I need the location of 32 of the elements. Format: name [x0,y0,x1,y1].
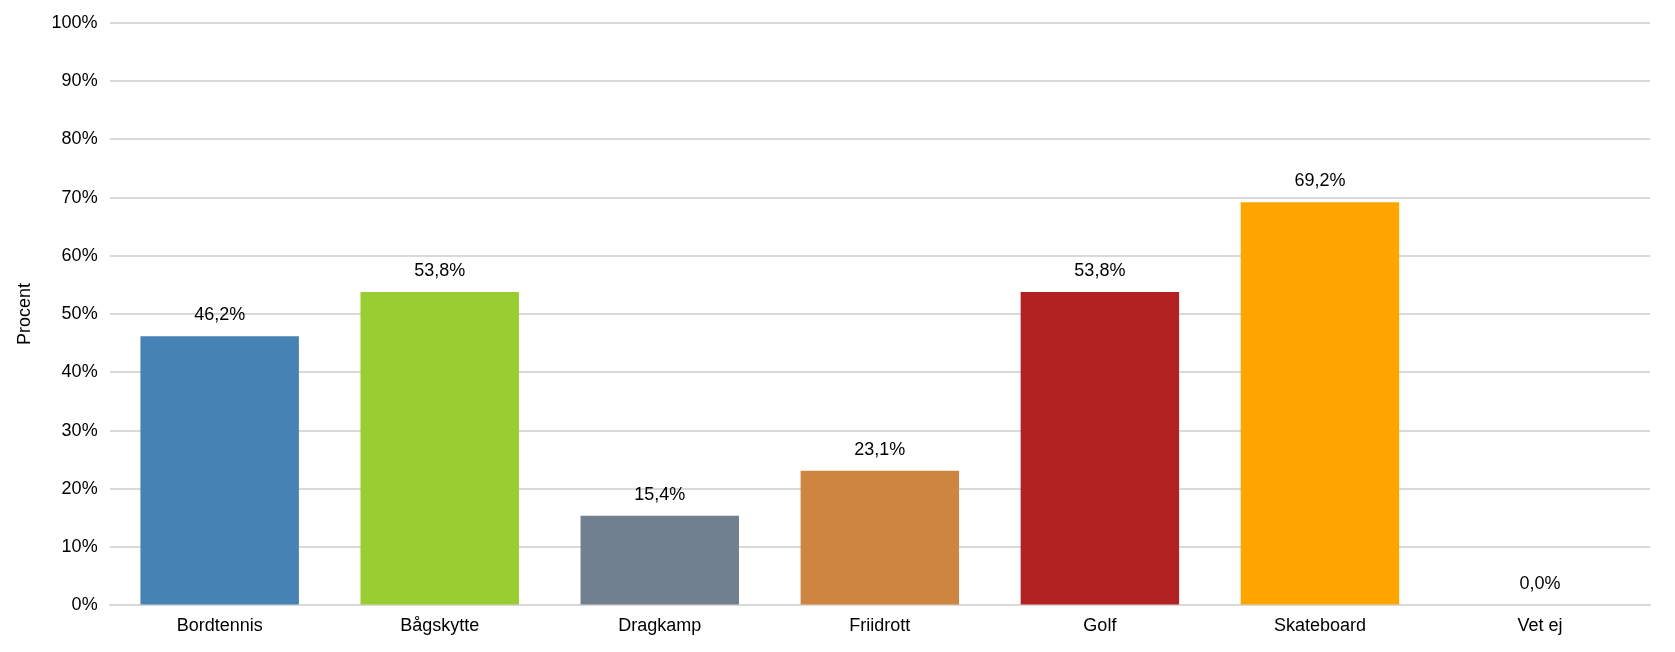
y-tick-label: 40% [61,361,98,382]
data-label: 0,0% [1519,573,1561,594]
data-label: 53,8% [414,259,466,280]
bar [360,291,519,605]
y-tick-label: 60% [61,244,98,265]
bar [1020,291,1180,605]
y-tick-label: 0% [71,594,98,615]
y-tick-label: 100% [51,11,98,32]
y-tick-label: 20% [61,477,98,498]
data-label: 69,2% [1294,170,1346,191]
data-label: 53,8% [1074,259,1126,280]
y-tick-label: 10% [61,536,98,557]
y-tick-label: 70% [61,186,98,207]
x-tick-label: Skateboard [1273,615,1366,636]
x-tick-label: Bågskytte [400,615,480,636]
x-tick-label: Friidrott [849,615,911,636]
x-tick-label: Bordtennis [176,615,263,636]
data-label: 46,2% [194,304,246,325]
x-tick-label: Golf [1083,615,1118,636]
y-tick-label: 90% [61,70,98,91]
data-label: 15,4% [634,483,686,504]
y-tick-label: 50% [61,303,98,324]
bar [1240,202,1400,605]
bar [580,515,739,605]
y-axis-title: Procent [13,283,34,346]
y-tick-label: 80% [61,128,98,149]
y-tick-label: 30% [61,419,98,440]
bar [800,470,960,605]
x-tick-label: Vet ej [1517,615,1563,636]
bar [140,336,299,605]
x-tick-label: Dragkamp [618,615,702,636]
data-label: 23,1% [854,438,906,459]
